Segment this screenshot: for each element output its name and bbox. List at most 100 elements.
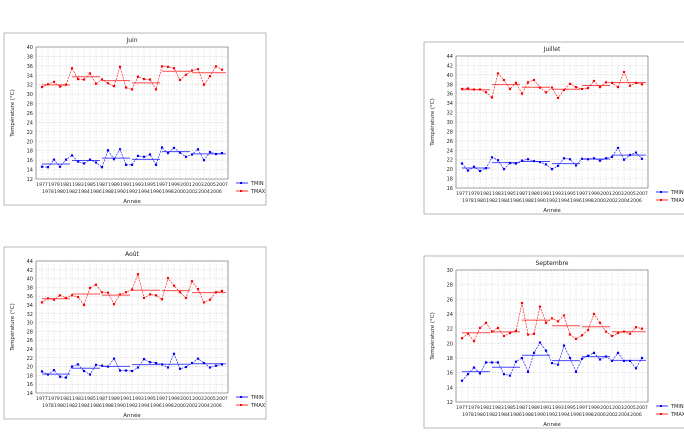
data-point-tmin [160, 146, 164, 149]
data-point-tmin [124, 369, 128, 372]
chart-panel: Juin121416182022242628303234363840197719… [3, 32, 267, 206]
data-point-tmin [76, 363, 80, 366]
y-tick-label: 16 [27, 158, 33, 164]
x-tick-label: 1989 [108, 182, 120, 188]
data-point-tmin [202, 361, 206, 365]
x-tick-label: 1980 [474, 412, 486, 418]
y-tick-label: 38 [447, 82, 453, 88]
data-point-tmin [148, 361, 152, 364]
data-point-tmin [166, 366, 170, 369]
data-point-tmax [70, 67, 74, 70]
data-point-tmin [106, 149, 110, 152]
data-point-tmax [520, 92, 524, 95]
x-tick-label: 1999 [588, 405, 600, 411]
x-tick-label: 2000 [594, 198, 606, 204]
data-point-tmin [502, 168, 506, 171]
data-point-tmin [496, 361, 500, 364]
y-tick-label: 26 [447, 297, 453, 303]
data-point-tmax [616, 86, 620, 89]
data-point-tmax [568, 82, 572, 85]
data-point-tmax [166, 277, 170, 280]
chart-panel: Septembre 12 14 16 18 20 22 24 26 28 30 19771978197… [423, 255, 684, 429]
legend-label-tmax: TMAX [670, 198, 684, 204]
y-tick-label: 22 [27, 130, 33, 136]
data-point-tmin [586, 354, 590, 357]
panel-frame [423, 255, 684, 429]
y-tick-label: 20 [27, 139, 33, 145]
x-tick-label: 1997 [576, 191, 588, 197]
chart-title: Septembre [535, 260, 568, 267]
data-point-tmin [460, 162, 464, 165]
x-tick-label: 2001 [180, 396, 192, 402]
x-tick-label: 1981 [480, 405, 492, 411]
x-tick-label: 2000 [174, 403, 186, 409]
y-tick-label: 20 [27, 365, 33, 371]
y-tick-label: 32 [27, 83, 33, 89]
x-tick-label: 1999 [588, 191, 600, 197]
x-tick-label: 1982 [66, 403, 78, 409]
x-tick-label: 1978 [462, 198, 474, 204]
x-tick-label: 2007 [636, 191, 648, 197]
x-tick-label: 1983 [72, 396, 84, 402]
x-tick-label: 1990 [114, 189, 126, 195]
data-point-tmax [592, 79, 596, 83]
data-point-tmin [130, 163, 134, 166]
data-point-tmax [88, 72, 92, 75]
data-point-tmin [172, 146, 176, 149]
y-tick-label: 16 [447, 371, 453, 377]
data-point-tmin [154, 361, 158, 365]
x-tick-label: 1986 [90, 403, 102, 409]
data-point-tmin [640, 157, 644, 160]
legend-label-tmin: TMIN [250, 395, 264, 401]
data-point-tmax [526, 333, 530, 336]
x-tick-label: 2003 [612, 191, 624, 197]
data-point-tmax [106, 82, 110, 85]
y-tick-label: 12 [27, 177, 33, 183]
x-tick-label: 1981 [60, 396, 72, 402]
data-point-tmin [82, 369, 86, 373]
data-point-tmin [634, 367, 638, 370]
data-point-tmin [556, 363, 560, 366]
x-tick-label: 2000 [174, 189, 186, 195]
data-point-tmin [490, 361, 494, 364]
data-point-tmin [112, 357, 116, 360]
data-point-tmax [94, 283, 98, 286]
x-tick-label: 1989 [528, 405, 540, 411]
x-tick-label: 1991 [540, 405, 552, 411]
data-point-tmax [466, 332, 470, 335]
legend-marker-tmin [240, 182, 242, 184]
data-point-tmin [472, 165, 476, 168]
data-point-tmin [514, 162, 518, 165]
data-point-tmin [550, 168, 554, 171]
x-axis-label: Année [543, 207, 561, 214]
data-point-tmin [568, 158, 572, 161]
chart-title: Juin [125, 37, 137, 44]
x-tick-label: 1987 [96, 182, 108, 188]
x-tick-label: 2006 [630, 412, 642, 418]
data-point-tmin [598, 159, 602, 162]
y-tick-label: 38 [27, 54, 33, 60]
data-point-tmin [184, 155, 188, 158]
data-point-tmin [562, 344, 566, 347]
x-tick-label: 1996 [150, 189, 162, 195]
x-tick-label: 1996 [150, 403, 162, 409]
x-tick-label: 1980 [54, 403, 66, 409]
data-point-tmin [64, 376, 68, 379]
data-point-tmax [568, 333, 572, 336]
data-point-tmin [220, 151, 224, 155]
x-tick-label: 1980 [54, 189, 66, 195]
x-tick-label: 1979 [48, 182, 60, 188]
data-point-tmax [46, 83, 50, 86]
x-tick-label: 1985 [84, 396, 96, 402]
y-tick-label: 26 [27, 111, 33, 117]
y-tick-label: 24 [27, 347, 33, 353]
legend-label-tmax: TMAX [250, 403, 266, 409]
y-tick-label: 30 [447, 268, 453, 274]
y-tick-label: 36 [27, 64, 33, 70]
data-point-tmin [184, 365, 188, 369]
x-tick-label: 1995 [564, 405, 576, 411]
data-point-tmin [196, 148, 200, 151]
data-point-tmin [616, 351, 620, 354]
data-point-tmax [112, 85, 116, 88]
data-point-tmin [604, 157, 608, 160]
